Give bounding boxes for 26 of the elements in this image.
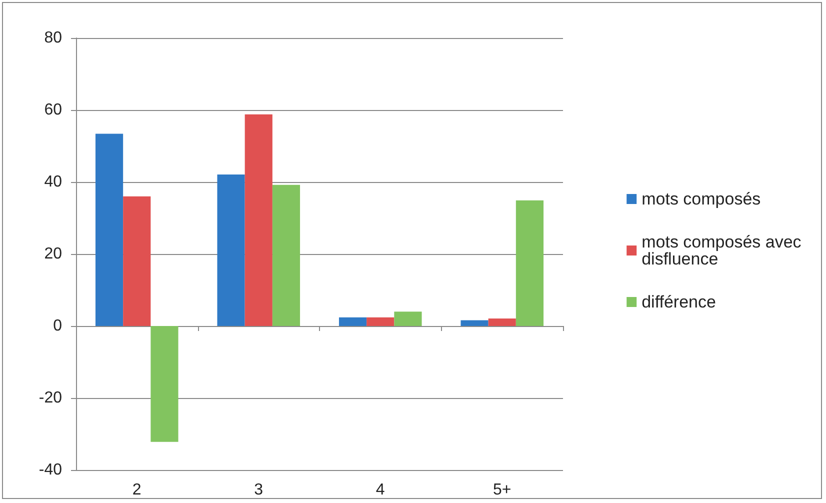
y-tick-label: 40 (44, 174, 62, 190)
x-tick-label: 2 (132, 482, 142, 498)
bar (394, 312, 422, 326)
y-tick-label: -20 (38, 390, 62, 406)
y-tick-label: 20 (44, 246, 62, 262)
x-tick-label: 4 (376, 482, 385, 498)
bar (150, 326, 178, 442)
bar (217, 174, 245, 326)
bar (460, 320, 488, 326)
bar (272, 184, 300, 326)
y-tick-label: 80 (44, 30, 62, 46)
bar (366, 317, 394, 326)
y-tick-label: -40 (38, 462, 62, 478)
bar (338, 317, 367, 326)
legend-label: mots composés avec disfluence (642, 232, 806, 268)
bar (95, 134, 124, 326)
x-tick-label: 3 (254, 482, 264, 498)
legend-label: mots composés (642, 190, 761, 208)
bar (244, 114, 272, 326)
bar (123, 196, 151, 326)
x-tick-label: 5+ (493, 482, 512, 498)
y-tick-label: 60 (44, 102, 62, 118)
bar (488, 318, 516, 326)
legend-label: différence (642, 292, 716, 312)
y-tick-label: 0 (53, 318, 62, 334)
bar (516, 200, 544, 326)
